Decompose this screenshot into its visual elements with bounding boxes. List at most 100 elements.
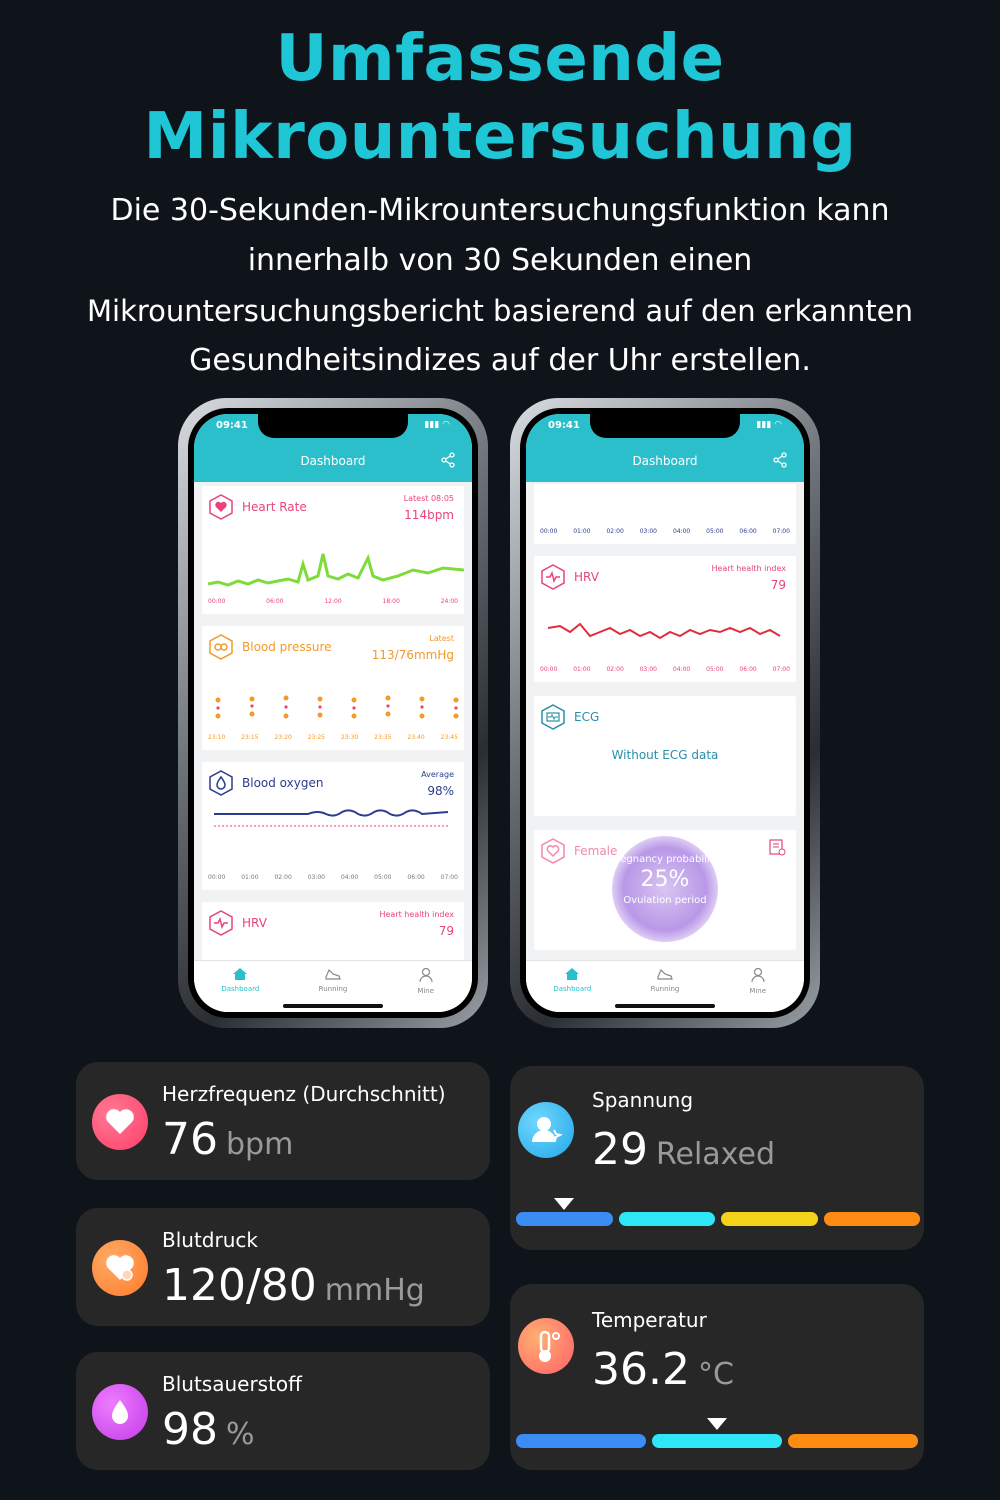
status-time: 09:41	[548, 420, 580, 431]
heart-gauge-icon	[92, 1240, 148, 1296]
axis-label: 05:00	[706, 666, 724, 673]
level-bar-segment	[721, 1212, 818, 1226]
female-icon	[541, 838, 565, 864]
title-line-1: Umfassende	[275, 22, 725, 96]
blood-oxygen-average: Average	[421, 770, 454, 779]
axis-label: 06:00	[407, 874, 425, 881]
axis-label: 12:00	[324, 598, 342, 605]
ovulation-circle	[612, 836, 718, 942]
share-icon[interactable]	[440, 452, 456, 468]
tab-running[interactable]: Running	[287, 961, 380, 1012]
blood-pressure-card[interactable]: Blood pressure Latest 113/76mmHg	[202, 626, 464, 750]
status-time: 09:41	[216, 420, 248, 431]
axis-label: 18:00	[382, 598, 400, 605]
phone-right: 09:41 ▮▮▮ ◠ Dashboard 00:00 01:00 02:00 …	[510, 398, 820, 1028]
axis-label: 04:00	[672, 528, 691, 535]
page-title: Umfassende Mikrountersuchung	[0, 20, 1000, 176]
app-title: Dashboard	[300, 454, 366, 468]
blood-oxygen-card[interactable]: Blood oxygen Average 98% 00:00 01:00 02:…	[202, 762, 464, 890]
level-bar-segment	[652, 1434, 782, 1448]
level-bar-segment	[516, 1434, 646, 1448]
ecg-card[interactable]: ECG Without ECG data	[534, 696, 796, 816]
share-icon[interactable]	[772, 452, 788, 468]
blood-pressure-label: Blutdruck	[162, 1228, 258, 1252]
temperature-number: 36.2	[592, 1344, 690, 1395]
temperature-unit: °C	[697, 1357, 734, 1392]
blood-oxygen-unit: %	[226, 1417, 255, 1452]
axis-label: 05:00	[706, 528, 724, 535]
hrv-card[interactable]: HRV Heart health index 79	[202, 902, 464, 962]
axis-label: 01:00	[573, 528, 591, 535]
home-indicator	[283, 1004, 383, 1008]
axis-label: 00:00	[208, 874, 226, 881]
blood-oxygen-number: 98	[162, 1404, 218, 1455]
blood-pressure-latest: Latest	[429, 634, 454, 643]
home-icon	[565, 968, 580, 980]
app-title: Dashboard	[632, 454, 698, 468]
stress-label: Spannung	[592, 1088, 694, 1112]
stress-number: 29	[592, 1124, 648, 1175]
axis-label: 07:00	[440, 874, 458, 881]
level-marker	[554, 1198, 575, 1210]
tab-dashboard[interactable]: Dashboard	[194, 961, 287, 1012]
axis-label: 24:00	[440, 598, 458, 605]
tab-bar: Dashboard Running Mine	[526, 960, 804, 1012]
tab-running[interactable]: Running	[619, 961, 712, 1012]
desc-line-1: Die 30-Sekunden-Mikrountersuchungsfunkti…	[110, 193, 890, 228]
ecg-icon	[541, 704, 565, 730]
heart-rate-latest: Latest 08:05	[403, 494, 454, 503]
heart-rate-axis: 00:00 06:00 12:00 18:00 24:00	[208, 598, 458, 605]
axis-label: 01:00	[241, 874, 259, 881]
pregnancy-label: Pregnancy probability	[610, 854, 720, 865]
heart-rate-card[interactable]: Heart Rate Latest 08:05 114bpm 00:00 06:…	[202, 486, 464, 614]
app-header: Dashboard	[194, 440, 472, 482]
axis-label: 06:00	[739, 528, 757, 535]
stress-metric-card: Spannung 29 Relaxed	[510, 1066, 924, 1250]
hrv-card[interactable]: HRV Heart health index 79 00:00 01:00 02…	[534, 556, 796, 682]
temperature-level-track	[516, 1416, 918, 1450]
phone-left: 09:41 ▮▮▮ ◠ Dashboard Heart Rate Latest …	[178, 398, 488, 1028]
tab-label: Running	[318, 985, 348, 993]
hrv-label: HRV	[242, 916, 267, 930]
heart-rate-metric-card: Herzfrequenz (Durchschnitt) 76 bpm	[76, 1062, 490, 1180]
signal-wifi-icons: ▮▮▮ ◠	[756, 420, 782, 430]
phone-notch	[590, 414, 740, 438]
blood-pressure-number: 120/80	[162, 1260, 317, 1311]
desc-line-3: Mikrountersuchungsbericht basierend auf …	[87, 294, 913, 328]
stress-level-track	[516, 1196, 920, 1226]
heart-rate-value: 76 bpm	[162, 1114, 293, 1165]
tab-dashboard[interactable]: Dashboard	[526, 961, 619, 1012]
stress-unit: Relaxed	[656, 1137, 776, 1172]
hrv-icon	[541, 564, 565, 590]
tab-label: Mine	[749, 987, 767, 995]
user-icon	[751, 967, 765, 983]
tab-label: Dashboard	[221, 985, 260, 993]
hrv-graph	[547, 622, 781, 640]
tab-mine[interactable]: Mine	[379, 961, 472, 1012]
pregnancy-text: Pregnancy probability 25% Ovulation peri…	[534, 854, 796, 906]
calendar-icon[interactable]	[768, 838, 786, 856]
tab-label: Mine	[417, 987, 435, 995]
person-icon	[518, 1102, 574, 1158]
hrv-icon	[209, 910, 233, 936]
hrv-value: 79	[438, 924, 454, 938]
blood-pressure-value: 120/80 mmHg	[162, 1260, 425, 1311]
axis-label: 23:10	[208, 734, 226, 741]
axis-label: 02:00	[274, 874, 292, 881]
female-card[interactable]: Female Pregnancy probability 25% Ovulati…	[534, 830, 796, 950]
tab-mine[interactable]: Mine	[711, 961, 804, 1012]
blood-oxygen-axis: 00:00 01:00 02:00 03:00 04:00 05:00 06:0…	[208, 874, 458, 881]
axis-label: 03:00	[639, 528, 657, 535]
phone-left-screen: 09:41 ▮▮▮ ◠ Dashboard Heart Rate Latest …	[194, 414, 472, 1012]
app-header: Dashboard	[526, 440, 804, 482]
drop-icon	[92, 1384, 148, 1440]
level-bar-segment	[788, 1434, 918, 1448]
stress-value: 29 Relaxed	[592, 1124, 775, 1175]
phone-notch	[258, 414, 408, 438]
heart-icon	[92, 1094, 148, 1150]
blood-pressure-value: 113/76mmHg	[371, 648, 454, 662]
axis-label: 07:00	[772, 666, 790, 673]
axis-label: 23:40	[407, 734, 425, 741]
shoe-icon	[325, 968, 341, 980]
signal-wifi-icons: ▮▮▮ ◠	[424, 420, 450, 430]
